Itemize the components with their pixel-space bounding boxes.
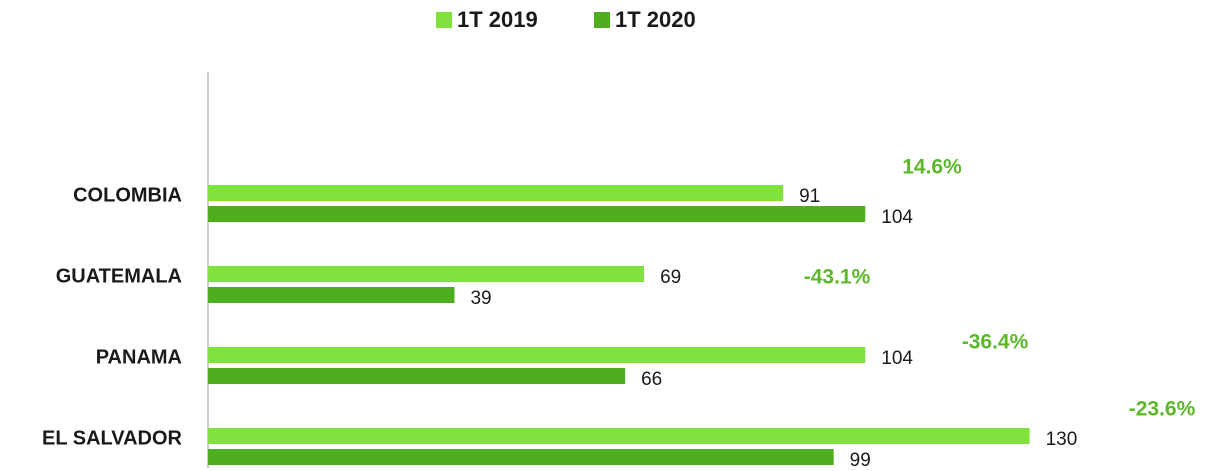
category-label: EL SALVADOR — [42, 427, 183, 449]
value-label: 99 — [850, 450, 871, 471]
bar — [208, 206, 866, 222]
value-label: 91 — [799, 186, 820, 207]
annotation: -23.6% — [1129, 398, 1196, 421]
value-label: 39 — [470, 288, 491, 309]
legend-label: 1T 2020 — [615, 7, 696, 32]
category-label: COLOMBIA — [73, 184, 182, 206]
bar — [208, 347, 866, 363]
category-label: PANAMA — [96, 346, 182, 368]
bar — [208, 449, 834, 465]
bar — [208, 368, 626, 384]
annotation: -43.1% — [804, 266, 871, 289]
category-label: GUATEMALA — [56, 265, 182, 287]
annotation: -36.4% — [962, 331, 1029, 354]
bar — [208, 287, 455, 303]
value-label: 69 — [660, 267, 681, 288]
annotation: 14.6% — [902, 156, 962, 179]
bar — [208, 428, 1030, 444]
value-label: 104 — [881, 207, 913, 228]
legend-swatch — [594, 12, 610, 28]
legend-swatch — [436, 12, 452, 28]
legend-label: 1T 2019 — [457, 7, 538, 32]
value-label: 66 — [641, 369, 662, 390]
value-label: 130 — [1046, 429, 1078, 450]
value-label: 104 — [881, 348, 913, 369]
bar — [208, 266, 645, 282]
bar — [208, 185, 784, 201]
